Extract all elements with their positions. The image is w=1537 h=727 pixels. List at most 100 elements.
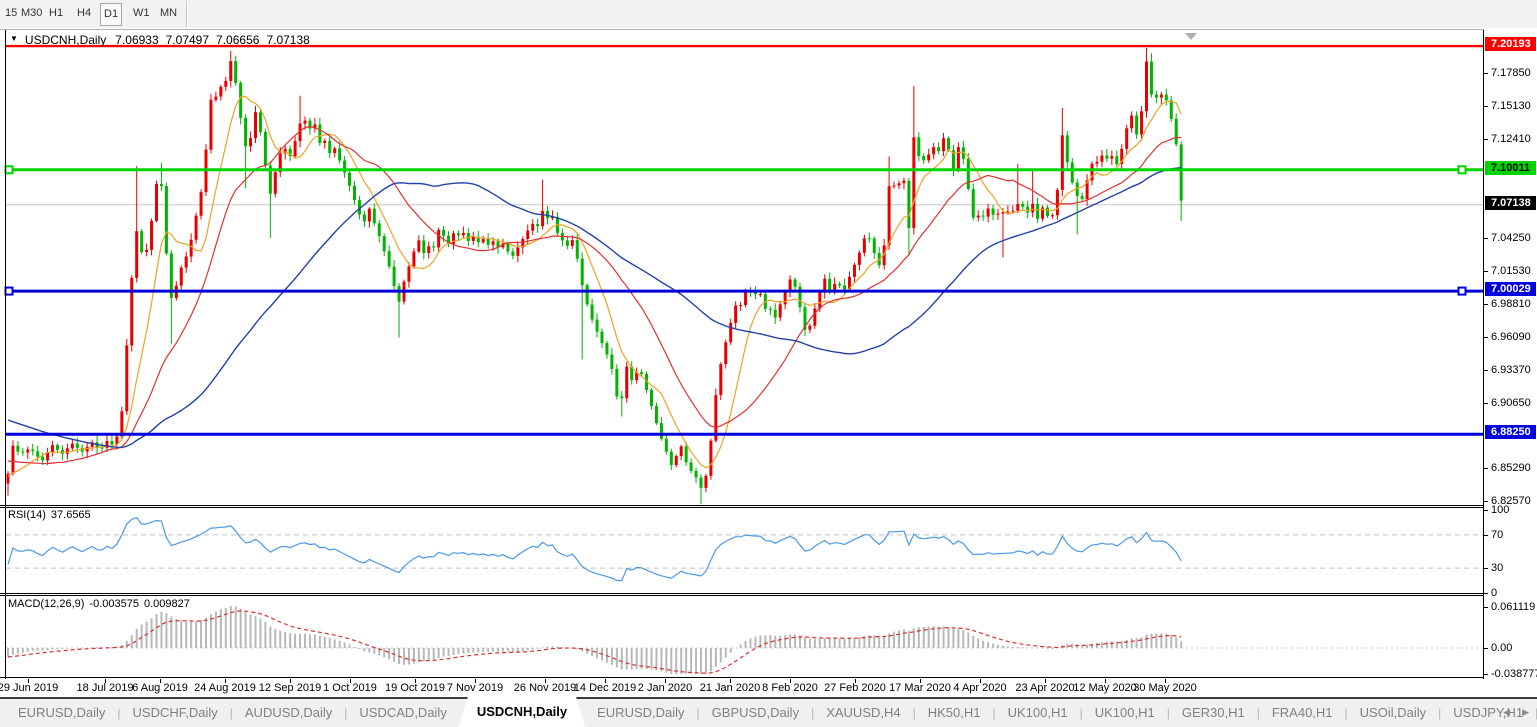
ohlc-low: 7.06656: [216, 32, 260, 47]
date-tick-mark: [225, 679, 226, 683]
tab-fra40-h1[interactable]: FRA40,H1: [1271, 705, 1333, 720]
date-tick-mark: [790, 679, 791, 683]
tab-separator: |: [811, 706, 815, 720]
chart-title: ▼ USDCNH,Daily 7.06933 7.07497 7.06656 7…: [10, 32, 310, 47]
date-axis[interactable]: 29 Jun 2019 18 Jul 2019 6 Aug 2019 24 Aug 2…: [0, 679, 1537, 697]
tab-ger30-h1[interactable]: GER30,H1: [1181, 705, 1245, 720]
price-tick-label: 7.15130: [1491, 99, 1531, 112]
tab-separator: |: [117, 706, 121, 720]
tab-separator: |: [1079, 706, 1083, 720]
tab-eurusd-daily[interactable]: EURUSD,Daily: [18, 705, 106, 720]
date-label: 26 Nov 2019: [513, 682, 577, 694]
tab-usdcnh-daily[interactable]: USDCNH,Daily: [459, 697, 585, 727]
chart-shift-marker-icon[interactable]: [1185, 33, 1197, 40]
price-tick-mark: [1484, 468, 1488, 470]
tab-separator: |: [1166, 706, 1170, 720]
tab-usdchf-daily[interactable]: USDCHF,Daily: [132, 705, 218, 720]
date-tick-mark: [28, 679, 29, 683]
tab-separator: |: [1535, 706, 1537, 720]
date-tick-mark: [665, 679, 666, 683]
price-tick-label: 7.04250: [1491, 231, 1531, 244]
support-line-700029-handle[interactable]: [4, 286, 14, 296]
price-axis-divider[interactable]: [1483, 30, 1484, 679]
date-tick-mark: [545, 679, 546, 683]
date-label: 18 Jul 2019: [76, 682, 134, 694]
panel-separator[interactable]: [0, 593, 1484, 594]
support-line-700029-handle[interactable]: [1457, 286, 1467, 296]
tab-audusd-daily[interactable]: AUDUSD,Daily: [244, 705, 333, 720]
tab-separator: |: [1256, 706, 1260, 720]
price-tick-mark: [1484, 303, 1488, 305]
collapse-triangle-icon[interactable]: ▼: [10, 34, 18, 43]
date-label: 14 Dec 2019: [573, 682, 637, 694]
date-label: 21 Jan 2020: [699, 682, 761, 694]
tf-button-15[interactable]: 15: [5, 7, 18, 19]
price-badge-700029: 7.00029: [1485, 282, 1536, 297]
support-line-710011-handle[interactable]: [1457, 165, 1467, 175]
rsi-value: 37.6565: [50, 509, 91, 521]
tab-scroll-left-icon[interactable]: ◀: [1503, 707, 1511, 717]
date-label: 8 Feb 2020: [762, 682, 818, 694]
date-tick-mark: [475, 679, 476, 683]
price-tick-label: 7.17850: [1491, 66, 1531, 79]
date-tick-mark: [920, 679, 921, 683]
rsi-tick-mark: [1484, 534, 1488, 536]
panel-separator: [0, 677, 1484, 678]
tf-button-h4[interactable]: H4: [77, 7, 92, 19]
price-badge-688250: 6.88250: [1485, 425, 1536, 440]
tab-separator: |: [696, 706, 700, 720]
price-tick-mark: [1484, 105, 1488, 107]
date-label: 1 Oct 2019: [323, 682, 377, 694]
tab-gbpusd-daily[interactable]: GBPUSD,Daily: [711, 705, 800, 720]
macd-signal-value: 0.009827: [143, 598, 190, 610]
date-label: 29 Jun 2019: [0, 682, 59, 694]
price-badge-720193: 7.20193: [1485, 37, 1536, 52]
tab-uk100-h1[interactable]: UK100,H1: [1094, 705, 1155, 720]
support-line-710011-handle[interactable]: [4, 165, 14, 175]
rsi-tick-mark: [1484, 593, 1488, 594]
toolbar-separator: [186, 1, 188, 27]
macd-panel[interactable]: [0, 595, 1484, 677]
date-label: 17 Mar 2020: [889, 682, 951, 694]
macd-tick-mark: [1484, 673, 1488, 675]
macd-main-value: -0.003575: [89, 598, 139, 610]
tab-usdjpy-h1[interactable]: USDJPY,H1: [1453, 705, 1524, 720]
tab-uk100-h1[interactable]: UK100,H1: [1007, 705, 1068, 720]
chart-window: ▼ USDCNH,Daily 7.06933 7.07497 7.06656 7…: [0, 28, 1537, 727]
chart-tab-bar: EURUSD,Daily | USDCHF,Daily | AUDUSD,Daily | U…: [0, 697, 1537, 727]
tf-button-w1[interactable]: W1: [133, 7, 150, 19]
tab-usdcad-daily[interactable]: USDCAD,Daily: [359, 705, 447, 720]
date-label: 23 Apr 2020: [1015, 682, 1075, 694]
tab-separator: |: [992, 706, 996, 720]
tab-usoil-daily[interactable]: USOil,Daily: [1359, 705, 1427, 720]
main-chart[interactable]: [0, 30, 1484, 509]
tab-scroll-right-icon[interactable]: ▶: [1522, 707, 1529, 717]
price-axis[interactable]: 7.17850 7.15130 7.12410 7.04250 7.01530 6.988…: [1484, 28, 1537, 680]
rsi-axis-label: 0: [1491, 587, 1498, 599]
price-badge-710011: 7.10011: [1485, 160, 1536, 175]
panel-separator[interactable]: [0, 505, 1484, 506]
ohlc-high: 7.07497: [165, 32, 210, 47]
rsi-panel[interactable]: [0, 507, 1484, 593]
date-label: 4 Apr 2020: [953, 682, 1007, 694]
rsi-label-row: RSI(14) 37.6565: [8, 509, 91, 521]
tf-button-mn[interactable]: MN: [160, 7, 178, 19]
date-tick-mark: [160, 679, 161, 683]
panel-separator: [0, 507, 1484, 508]
symbol-label: USDCNH,Daily: [24, 32, 107, 47]
tab-eurusd-daily[interactable]: EURUSD,Daily: [597, 705, 685, 720]
tf-button-m30[interactable]: M30: [21, 7, 43, 19]
date-tick-mark: [105, 679, 106, 683]
date-label: 12 May 2020: [1073, 682, 1137, 694]
price-tick-label: 6.96090: [1491, 330, 1531, 343]
rsi-axis-label: 70: [1491, 528, 1504, 541]
tf-button-d1[interactable]: D1: [100, 3, 123, 26]
rsi-line: [7, 516, 1182, 582]
tab-separator: |: [1438, 706, 1442, 720]
tab-hk50-h1[interactable]: HK50,H1: [927, 705, 981, 720]
tab-xauusd-h4[interactable]: XAUUSD,H4: [826, 705, 901, 720]
date-tick-mark: [350, 679, 351, 683]
tf-button-h1[interactable]: H1: [49, 7, 64, 19]
macd-axis-label: 0.00: [1491, 642, 1513, 654]
